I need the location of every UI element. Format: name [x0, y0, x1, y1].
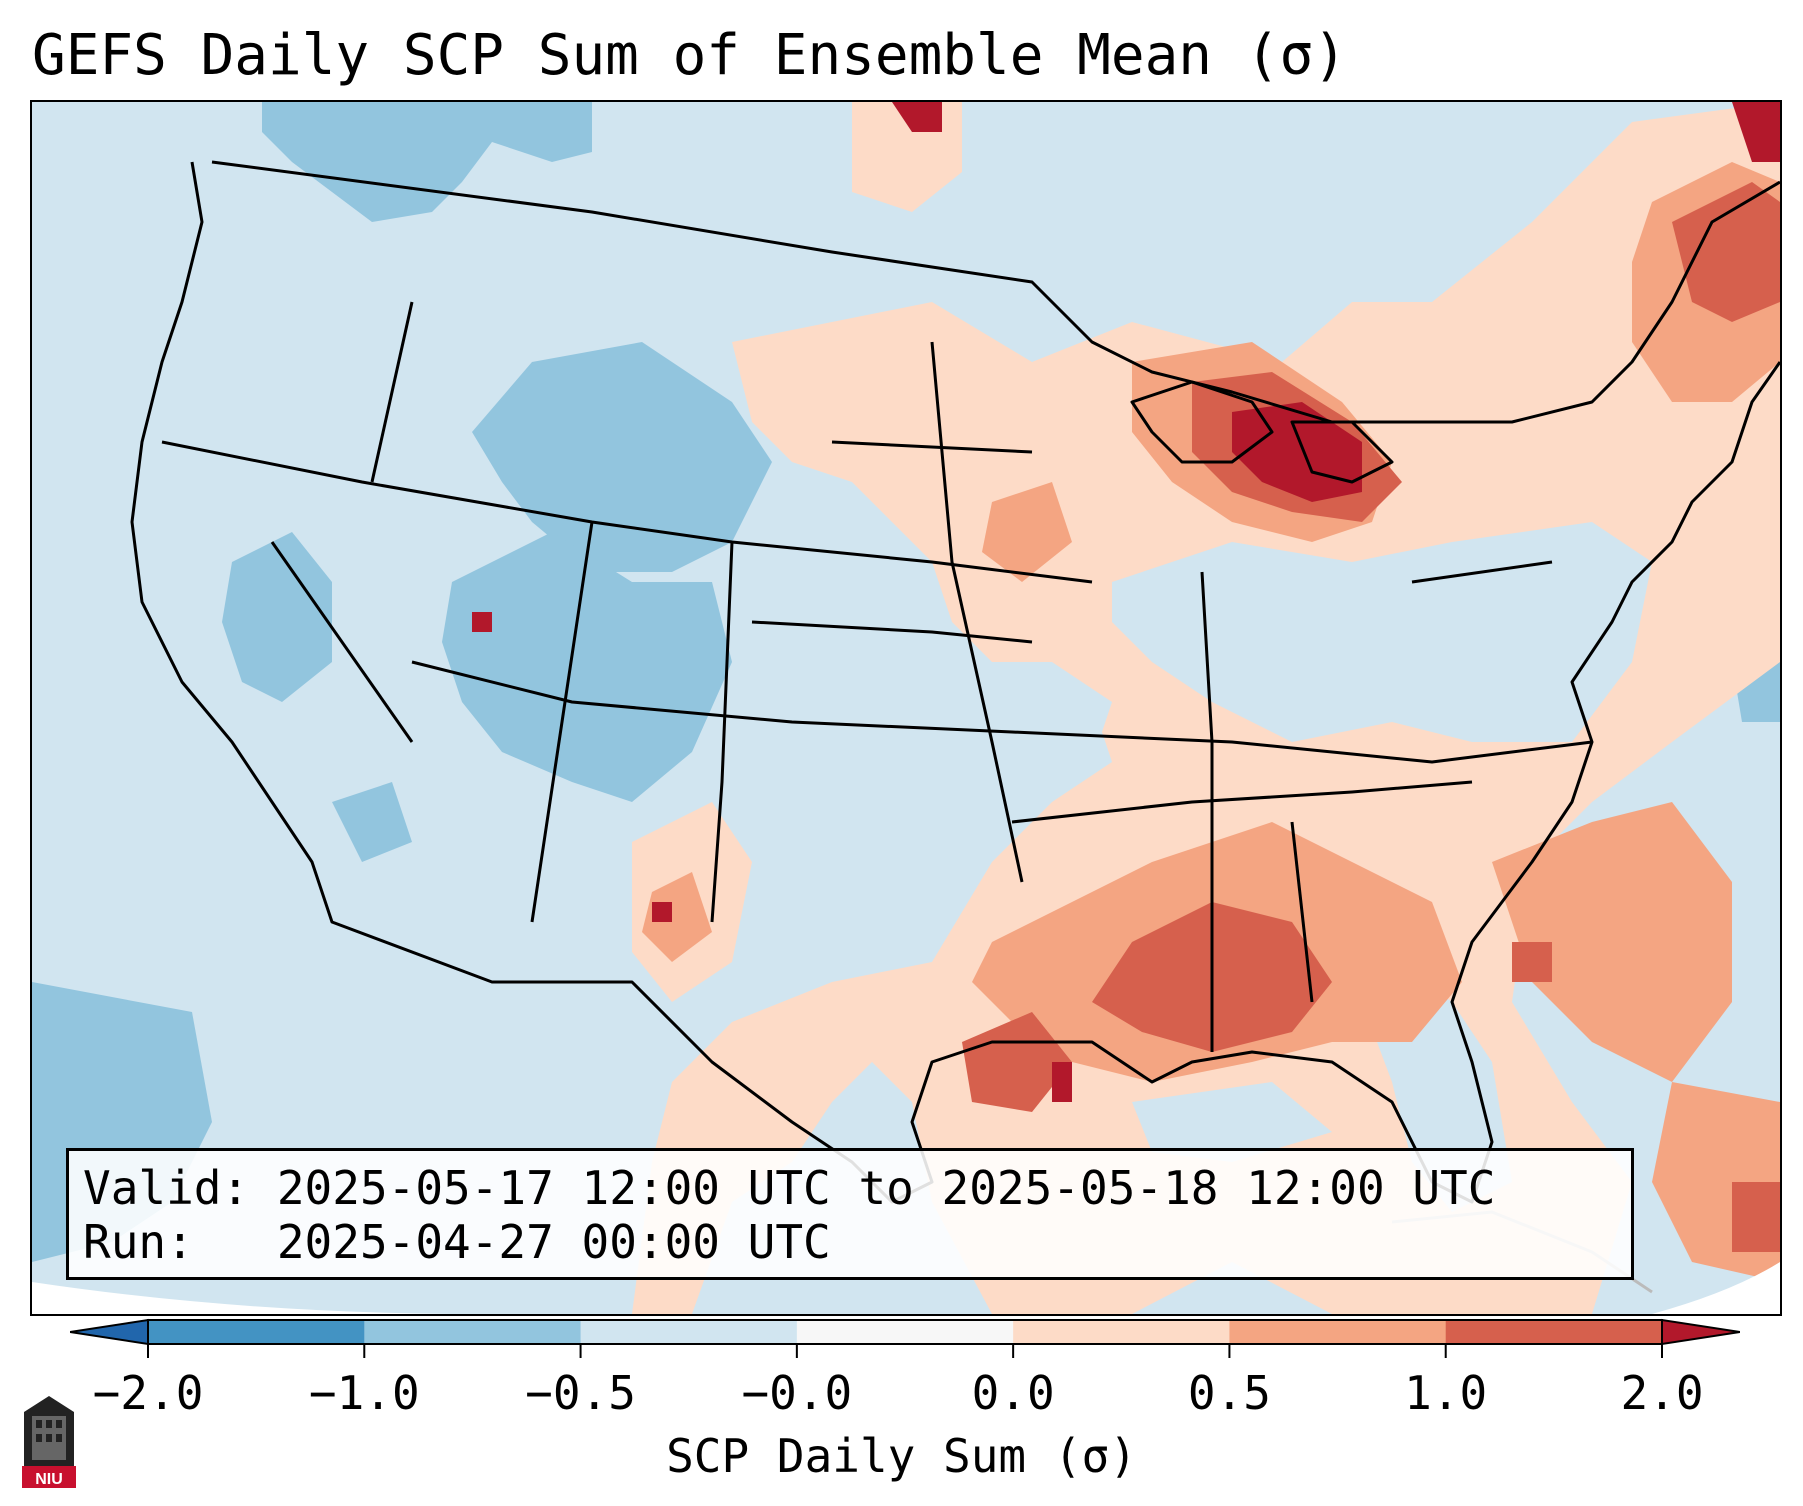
niu-logo-icon: NIU [22, 1396, 76, 1488]
anomaly-region [262, 102, 592, 222]
anomaly-region [1512, 942, 1552, 982]
colorbar-tick-label: 2.0 [1620, 1366, 1704, 1420]
anomaly-region [1052, 1062, 1072, 1102]
colorbar-bin [1445, 1320, 1663, 1344]
run-time-line: Run: 2025-04-27 00:00 UTC [83, 1215, 831, 1269]
state-border [411, 660, 1593, 764]
state-border [710, 541, 734, 923]
anomaly-region [982, 482, 1072, 582]
colorbar-bin [1229, 1320, 1447, 1344]
projection-edge [32, 1282, 452, 1314]
colorbar-over-triangle [1661, 1318, 1740, 1346]
valid-time-line: Valid: 2025-05-17 12:00 UTC to 2025-05-1… [83, 1161, 1496, 1215]
anomaly-region [1492, 802, 1732, 1082]
anomaly-region [222, 532, 332, 702]
colorbar-bin [1013, 1320, 1230, 1344]
state-border [161, 440, 1093, 584]
positive-anomaly-regions-light [632, 102, 1780, 1314]
state-border [1411, 560, 1553, 584]
map-title: GEFS Daily SCP Sum of Ensemble Mean (σ) [32, 23, 1347, 88]
great-lake [1290, 420, 1394, 484]
colorbar-bin [364, 1320, 582, 1344]
anomaly-region [642, 872, 712, 962]
anomaly-region [442, 532, 732, 802]
anomaly-region [332, 782, 412, 862]
state-border [530, 521, 594, 923]
colorbar-tick-label: 0.0 [971, 1366, 1055, 1420]
colorbar-tick-label: 0.5 [1187, 1366, 1271, 1420]
colorbar-bin [796, 1320, 1014, 1344]
state-border [1011, 780, 1473, 824]
projection-edge [1652, 1262, 1780, 1314]
colorbar-tick-label: −0.0 [741, 1366, 853, 1420]
state-border [831, 440, 1033, 454]
anomaly-region [1732, 102, 1780, 162]
anomaly-region [472, 612, 492, 632]
state-border [1200, 571, 1214, 1052]
state-border [1290, 821, 1314, 1003]
valid-time-box: Valid: 2025-05-17 12:00 UTC to 2025-05-1… [66, 1148, 1634, 1280]
great-lake [1130, 380, 1274, 464]
colorbar-label: SCP Daily Sum (σ) [666, 1429, 1137, 1483]
anomaly-region [962, 1012, 1072, 1112]
anomaly-region [652, 902, 672, 922]
anomaly-region [632, 102, 1780, 1314]
state-border [370, 301, 414, 483]
anomaly-region [1732, 1182, 1780, 1252]
niu-logo-text: NIU [35, 1471, 63, 1488]
colorbar-under-triangle [70, 1318, 149, 1346]
colorbar [70, 1318, 1740, 1358]
us-outline [130, 161, 1780, 1204]
scp-anomaly-map [32, 102, 1780, 1314]
anomaly-region [1672, 182, 1780, 322]
colorbar-bin [148, 1320, 365, 1344]
anomaly-region [1132, 1082, 1332, 1162]
state-border [270, 541, 414, 743]
colorbar-tick-label: 1.0 [1404, 1366, 1488, 1420]
anomaly-region [1112, 522, 1652, 742]
map-panel[interactable] [30, 100, 1782, 1316]
colorbar-tick-label: −2.0 [92, 1366, 204, 1420]
colorbar-bin [580, 1320, 798, 1344]
state-border [930, 341, 1024, 883]
anomaly-region [892, 102, 942, 132]
colorbar-tick-label: −0.5 [525, 1366, 636, 1420]
colorbar-tick-label: −1.0 [308, 1366, 420, 1420]
state-border [751, 620, 1033, 644]
